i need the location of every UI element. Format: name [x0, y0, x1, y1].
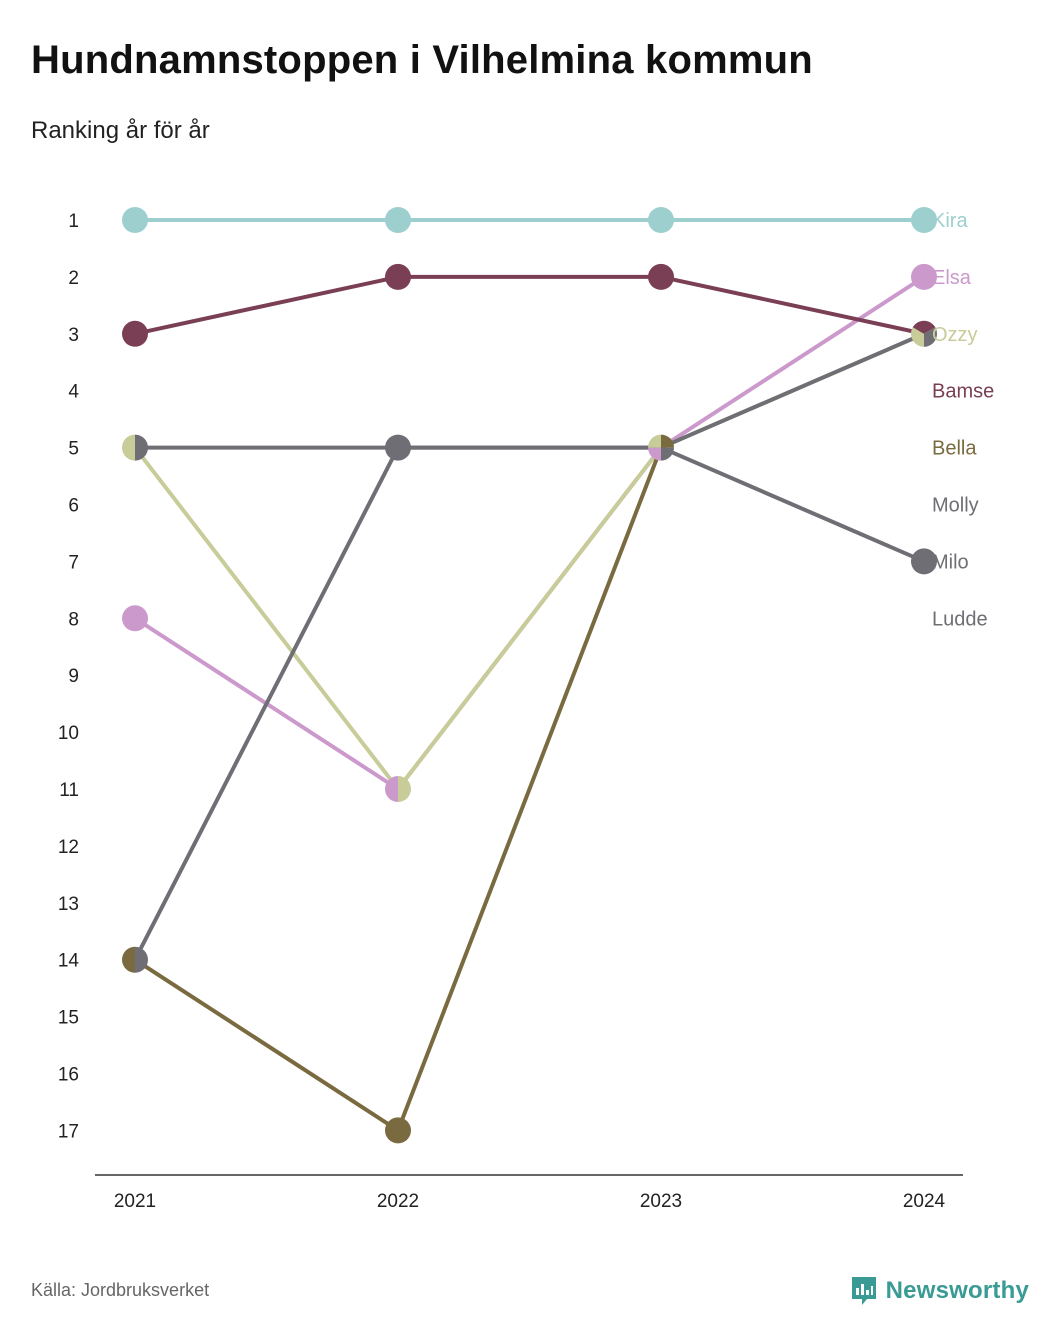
data-point-segment [648, 447, 661, 461]
data-point-segment [135, 946, 148, 973]
data-point [385, 207, 411, 233]
y-tick-label: 10 [58, 723, 79, 744]
chart-title: Hundnamnstoppen i Vilhelmina kommun [31, 38, 813, 82]
source-note: Källa: Jordbruksverket [31, 1280, 210, 1300]
y-tick-label: 7 [68, 552, 79, 573]
y-tick-label: 4 [68, 382, 79, 403]
data-point [122, 320, 148, 347]
x-tick-label: 2022 [377, 1191, 419, 1212]
data-point [122, 605, 148, 632]
y-tick-label: 9 [68, 666, 79, 687]
y-tick-label: 16 [58, 1065, 79, 1086]
y-tick-label: 3 [68, 325, 79, 346]
data-point-segment [135, 434, 148, 461]
y-tick-label: 17 [58, 1121, 79, 1142]
data-point-segment [122, 434, 135, 461]
y-tick-label: 5 [68, 439, 79, 460]
series-line-ozzy [133, 331, 925, 791]
y-tick-label: 13 [58, 894, 79, 915]
brand-logo: Newsworthy [850, 1275, 1029, 1307]
data-point-segment [661, 434, 674, 448]
series-label-kira: Kira [932, 210, 968, 232]
data-point [648, 263, 674, 290]
x-tick-label: 2024 [903, 1191, 946, 1212]
series-label-bella: Bella [932, 438, 977, 460]
data-point [911, 207, 937, 233]
data-point-segment [385, 776, 398, 802]
data-point [911, 548, 937, 575]
data-point-segment [924, 327, 937, 347]
y-tick-label: 11 [59, 780, 79, 801]
x-tick-label: 2021 [114, 1191, 156, 1212]
data-point [911, 263, 937, 290]
series-label-bamse: Bamse [932, 381, 994, 403]
line-layer [133, 218, 926, 1133]
data-point-segment [648, 434, 661, 448]
series-line-milo [133, 331, 925, 961]
data-point-segment [398, 776, 411, 802]
y-tick-label: 6 [68, 496, 79, 517]
y-tick-label: 2 [68, 268, 79, 289]
newsworthy-logo-icon [851, 1277, 876, 1305]
chart-subtitle: Ranking år för år [31, 117, 210, 144]
series-label-ozzy: Ozzy [932, 324, 978, 346]
y-tick-label: 8 [68, 609, 79, 630]
data-point [385, 1117, 411, 1144]
series-line-molly [135, 445, 925, 564]
data-point [648, 207, 674, 233]
y-tick-label: 15 [58, 1008, 79, 1029]
data-point [385, 263, 411, 290]
data-point-segment [122, 946, 135, 973]
data-point-segment [911, 327, 924, 347]
data-point [385, 434, 411, 461]
data-point-segment [661, 447, 675, 461]
x-tick-label: 2023 [640, 1191, 682, 1212]
series-line-elsa [133, 275, 926, 791]
label-layer: Kira Elsa Ozzy Bamse Bella Molly Milo Ludde [932, 210, 994, 630]
dot-layer [122, 207, 937, 1144]
series-label-molly: Molly [932, 495, 979, 517]
y-tick-label: 14 [58, 951, 80, 972]
y-tick-label: 12 [58, 837, 79, 858]
series-label-milo: Milo [932, 551, 969, 573]
y-tick-label: 1 [68, 211, 79, 232]
series-line-bamse [134, 274, 925, 336]
series-label-ludde: Ludde [932, 608, 988, 630]
brand-name: Newsworthy [885, 1277, 1029, 1304]
data-point [122, 207, 148, 233]
series-label-elsa: Elsa [932, 267, 972, 289]
